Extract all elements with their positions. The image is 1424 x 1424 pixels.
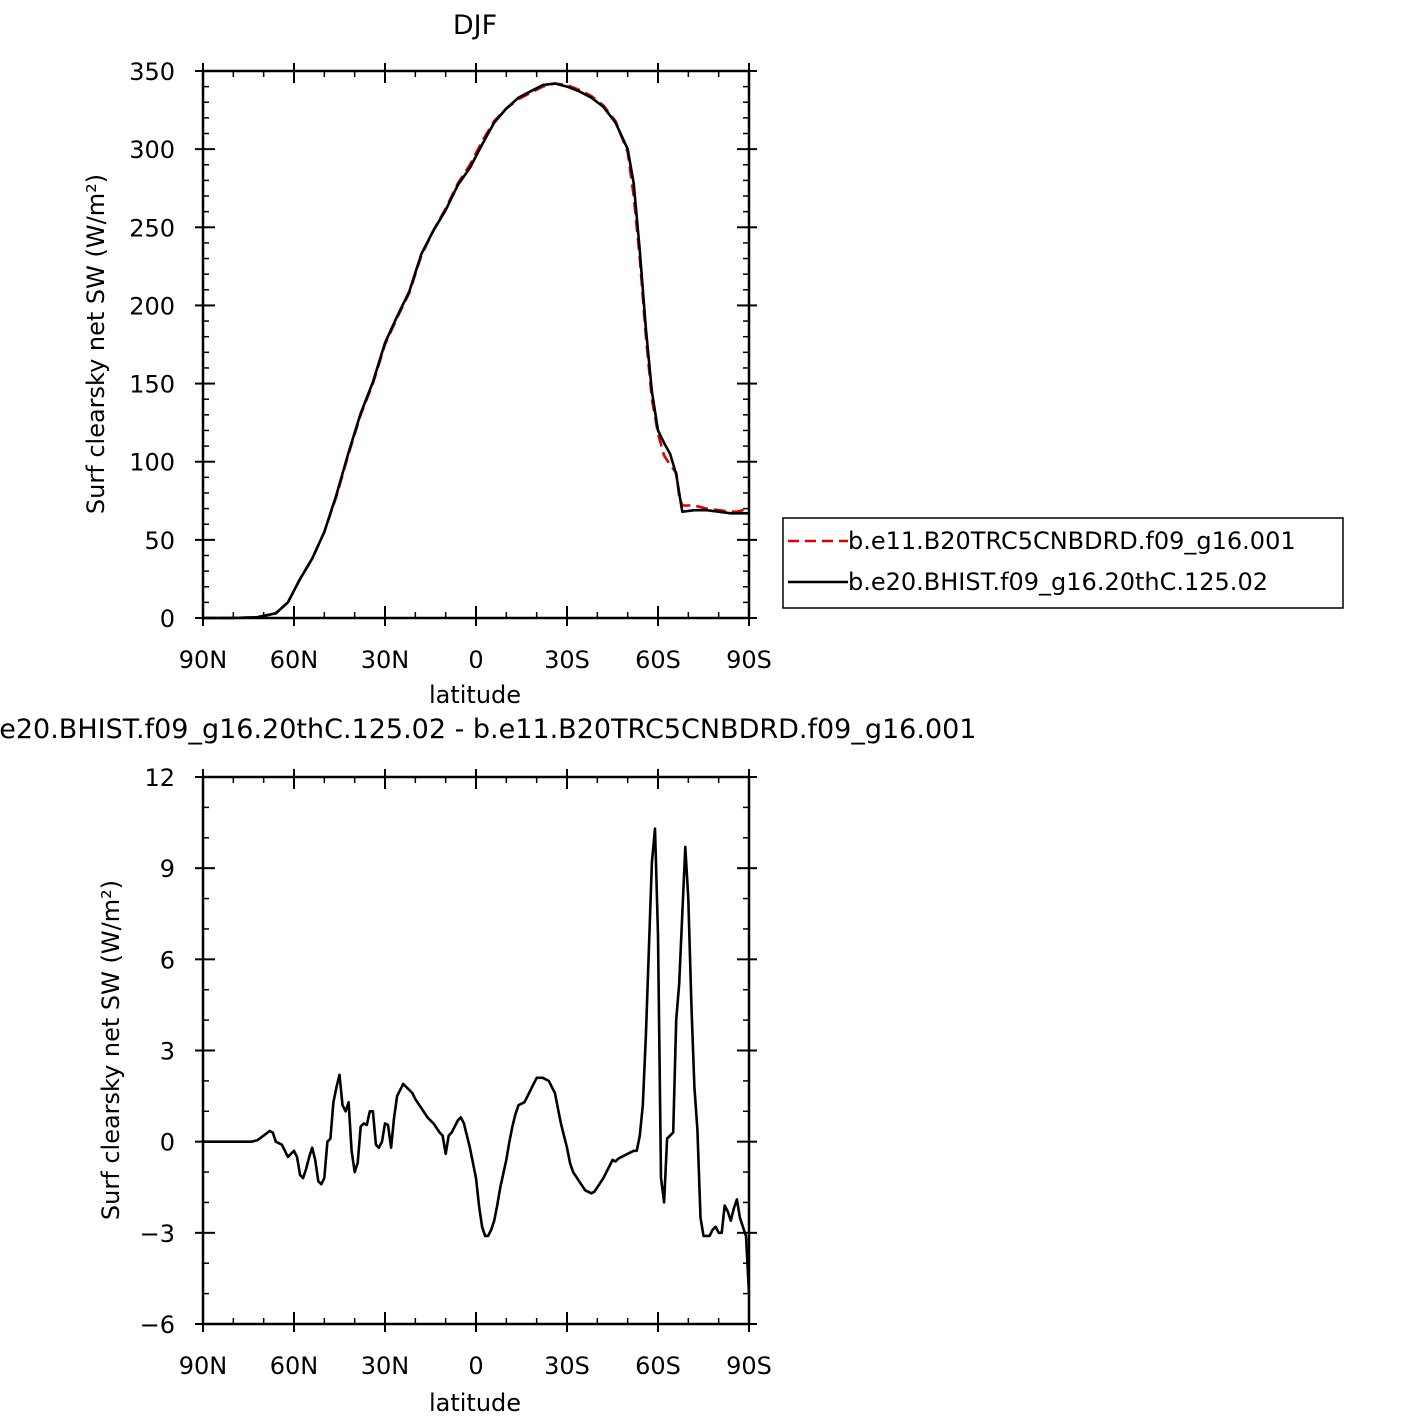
y-tick-label: 150 [129,371,175,399]
x-tick-label: 0 [468,646,483,674]
y-tick-label: 3 [160,1038,175,1066]
series-line-b.e20.BHIST.f09_g16.20thC.125.02 [203,82,749,620]
x-tick-label: 60N [270,1352,319,1380]
y-tick-label: 9 [160,855,175,883]
legend-label-test: b.e20.BHIST.f09_g16.20thC.125.02 [848,568,1268,596]
y-tick-label: 12 [144,764,175,792]
y-tick-label: 350 [129,58,175,86]
y-tick-label: 0 [160,1129,175,1157]
x-tick-label: 60S [635,1352,681,1380]
bottom-axes-ticks [195,769,757,1332]
top-y-tick-labels: 0 50 100 150 200 250 300 350 [129,58,175,633]
x-tick-label: 30S [544,1352,590,1380]
top-axes-ticks [195,63,757,626]
x-tick-label: 90S [726,646,772,674]
y-tick-label: −6 [140,1311,175,1339]
bottom-plot-frame [201,775,751,1326]
y-tick-label: 6 [160,946,175,974]
top-chart-title: DJF [453,10,497,41]
series-line [203,827,751,1294]
series-line-b.e11.B20TRC5CNBDRD.f09_g16.001 [203,82,750,620]
top-panel: DJF 90N 60N 30N 0 30S 60S 90S 0 50 100 150 200 250 3… [82,10,772,709]
bottom-y-axis-label: Surf clearsky net SW (W/m²) [97,880,125,1220]
bottom-panel: b.e20.BHIST.f09_g16.20thC.125.02 - b.e11… [0,714,976,1417]
x-tick-label: 90N [179,646,228,674]
x-tick-label: 30N [361,1352,410,1380]
y-tick-label: 0 [160,605,175,633]
bottom-x-tick-labels: 90N 60N 30N 0 30S 60S 90S [179,1352,772,1380]
top-y-axis-label: Surf clearsky net SW (W/m²) [82,174,110,514]
legend-box [782,517,1344,609]
top-plot-lines [203,82,750,620]
top-plot-frame [201,69,751,620]
bottom-plot-lines [203,827,751,1294]
top-x-axis-label: latitude [429,681,521,709]
x-tick-label: 30N [361,646,410,674]
bottom-chart-title: b.e20.BHIST.f09_g16.20thC.125.02 - b.e11… [0,714,976,745]
legend: b.e11.B20TRC5CNBDRD.f09_g16.001 b.e20.BH… [782,517,1344,609]
x-tick-label: 60N [270,646,319,674]
x-tick-label: 0 [468,1352,483,1380]
x-tick-label: 60S [635,646,681,674]
y-tick-label: 250 [129,214,175,242]
x-tick-label: 30S [544,646,590,674]
y-tick-label: 200 [129,292,175,320]
y-tick-label: 100 [129,449,175,477]
bottom-y-tick-labels: −6 −3 0 3 6 9 12 [140,764,175,1339]
x-tick-label: 90S [726,1352,772,1380]
y-tick-label: 50 [144,527,175,555]
legend-label-control: b.e11.B20TRC5CNBDRD.f09_g16.001 [848,527,1296,555]
y-tick-label: −3 [140,1220,175,1248]
y-tick-label: 300 [129,136,175,164]
top-x-tick-labels: 90N 60N 30N 0 30S 60S 90S [179,646,772,674]
bottom-x-axis-label: latitude [429,1389,521,1417]
x-tick-label: 90N [179,1352,228,1380]
